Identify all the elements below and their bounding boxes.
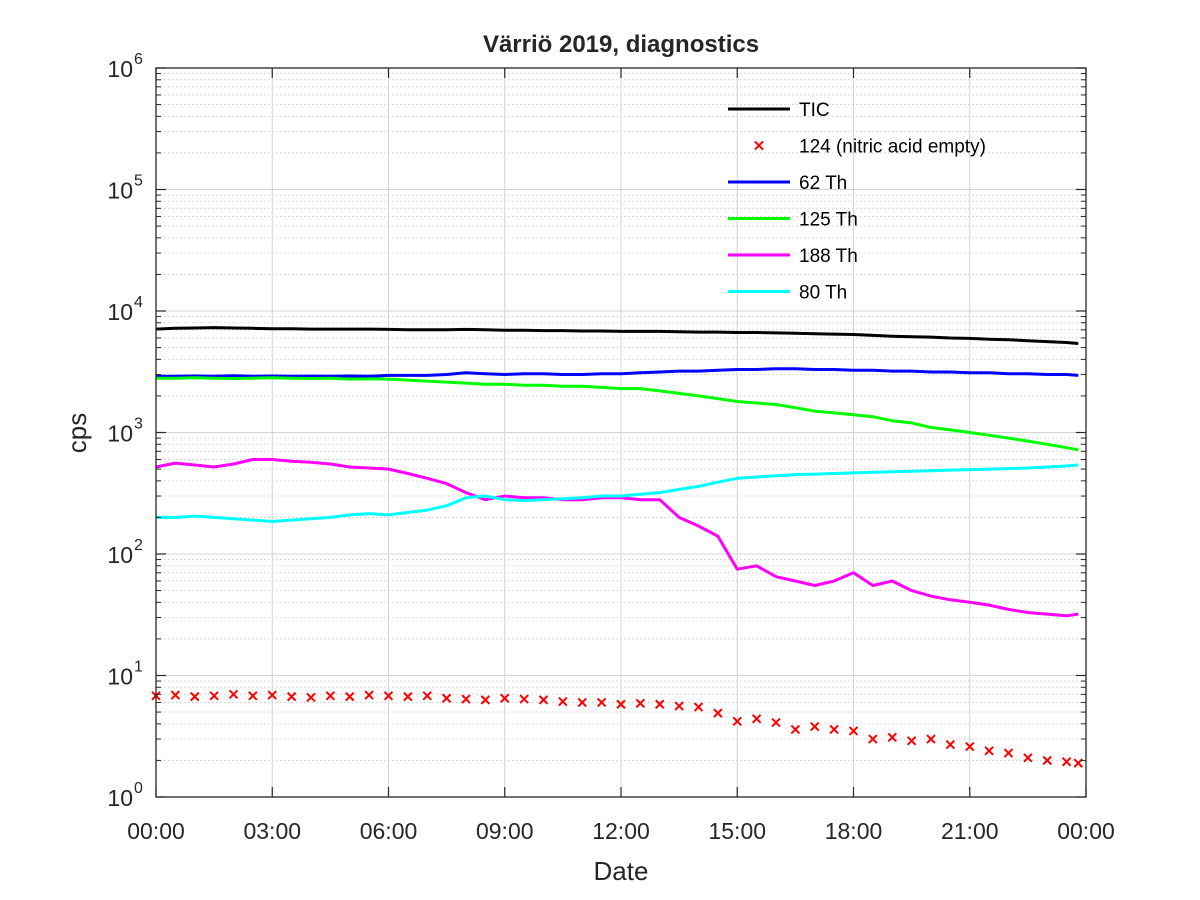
series-marker-124-nitric-acid-empty [596, 697, 607, 708]
x-tick-label: 18:00 [825, 818, 883, 844]
series-marker-124-nitric-acid-empty [887, 732, 897, 743]
series-marker-124-nitric-acid-empty [868, 734, 878, 744]
series-line-tic [155, 326, 1079, 345]
series-marker-124-nitric-acid-empty [693, 702, 704, 712]
series-marker-124-nitric-acid-empty [383, 691, 394, 701]
legend-label-80-th: 80 Th [799, 283, 847, 304]
y-tick-label: 10 [107, 178, 133, 204]
series-marker-124-nitric-acid-empty [403, 691, 413, 702]
series-marker-124-nitric-acid-empty [771, 717, 781, 728]
x-tick-label: 15:00 [708, 818, 766, 844]
series-marker-124-nitric-acid-empty [190, 691, 200, 702]
series-marker-124-nitric-acid-empty [170, 690, 181, 700]
series-line-62-th [156, 367, 1079, 378]
series-marker-124-nitric-acid-empty [945, 739, 956, 750]
series-marker-124-nitric-acid-empty [519, 694, 529, 704]
tick-marks [155, 67, 1087, 798]
x-tick-label: 12:00 [592, 818, 650, 844]
legend-label-188-th: 188 Th [799, 246, 858, 267]
y-tick-label: 10 [107, 299, 133, 325]
legend-label-124-nitric-acid-empty: 124 (nitric acid empty) [799, 137, 986, 158]
series-marker-124-nitric-acid-empty [441, 693, 452, 703]
series-marker-124-nitric-acid-empty [1061, 757, 1072, 767]
series-marker-124-nitric-acid-empty [829, 724, 839, 735]
series-marker-124-nitric-acid-empty [1023, 753, 1033, 763]
series-layer [151, 326, 1083, 768]
y-axis-label: cps [62, 413, 92, 453]
series-marker-124-nitric-acid-empty [635, 698, 646, 709]
series-marker-124-nitric-acid-empty [674, 701, 684, 711]
y-tick-label: 10 [107, 542, 133, 568]
series-marker-124-nitric-acid-empty [286, 691, 297, 702]
y-tick-exponent: 5 [134, 173, 143, 190]
series-marker-124-nitric-acid-empty [248, 691, 258, 701]
series-marker-124-nitric-acid-empty [810, 721, 820, 732]
series-marker-124-nitric-acid-empty [422, 691, 432, 701]
series-marker-124-nitric-acid-empty [1003, 748, 1014, 758]
x-tick-label: 06:00 [360, 818, 418, 844]
y-tick-label: 10 [107, 664, 133, 690]
series-marker-124-nitric-acid-empty [732, 716, 742, 726]
y-tick-exponent: 3 [134, 416, 143, 433]
y-tick-label: 10 [107, 421, 133, 447]
y-tick-label: 10 [107, 56, 133, 82]
series-marker-124-nitric-acid-empty [461, 694, 471, 704]
y-tick-exponent: 2 [134, 537, 143, 554]
legend: TIC 124 (nitric acid empty) 62 Th 125 Th 188… [728, 100, 986, 304]
series-marker-124-nitric-acid-empty [577, 697, 587, 708]
y-tick-label: 10 [107, 785, 133, 811]
series-marker-124-nitric-acid-empty [480, 695, 491, 705]
series-marker-124-nitric-acid-empty [209, 691, 219, 701]
x-tick-label: 21:00 [941, 818, 999, 844]
legend-label-62-th: 62 Th [799, 173, 847, 194]
legend-label-125-th: 125 Th [799, 210, 858, 231]
series-marker-124-nitric-acid-empty [306, 692, 316, 703]
y-tick-exponent: 1 [134, 659, 143, 676]
x-axis-label: Date [594, 856, 649, 886]
series-marker-124-nitric-acid-empty [616, 699, 626, 709]
series-marker-124-nitric-acid-empty [325, 691, 336, 701]
series-marker-124-nitric-acid-empty [751, 714, 762, 724]
series-marker-124-nitric-acid-empty [538, 695, 549, 705]
series-marker-124-nitric-acid-empty [1042, 755, 1052, 766]
y-tick-exponent: 0 [134, 780, 143, 797]
y-tick-exponent: 4 [134, 294, 143, 311]
series-marker-124-nitric-acid-empty [500, 693, 510, 703]
series-marker-124-nitric-acid-empty [926, 734, 936, 744]
x-tick-labels: 00:00 03:00 06:00 09:00 12:00 15:00 18:00 21:00… [127, 818, 1115, 844]
series-marker-124-nitric-acid-empty [364, 690, 374, 700]
series-marker-124-nitric-acid-empty [228, 689, 239, 700]
series-marker-124-nitric-acid-empty [790, 724, 801, 735]
x-tick-label: 03:00 [243, 818, 301, 844]
series-marker-124-nitric-acid-empty [713, 708, 723, 718]
legend-label-tic: TIC [799, 100, 830, 121]
series-line-80-th [156, 463, 1079, 523]
series-marker-124-nitric-acid-empty [1073, 758, 1083, 768]
series-marker-124-nitric-acid-empty [345, 691, 355, 702]
series-line-188-th [155, 458, 1079, 618]
y-tick-exponent: 6 [134, 51, 143, 68]
x-tick-label: 00:00 [1057, 818, 1115, 844]
x-tick-label: 09:00 [476, 818, 534, 844]
series-marker-124-nitric-acid-empty [965, 741, 975, 752]
x-tick-label: 00:00 [127, 818, 185, 844]
series-marker-124-nitric-acid-empty [848, 726, 859, 736]
series-line-125-th [156, 376, 1079, 452]
series-marker-124-nitric-acid-empty [267, 690, 277, 700]
chart-title: Värriö 2019, diagnostics [483, 31, 759, 58]
legend-swatch-124-nitric-acid-empty [754, 140, 764, 151]
series-marker-124-nitric-acid-empty [906, 736, 917, 746]
series-marker-124-nitric-acid-empty [655, 699, 665, 709]
series-marker-124-nitric-acid-empty [984, 746, 994, 756]
series-marker-124-nitric-acid-empty [558, 696, 568, 707]
